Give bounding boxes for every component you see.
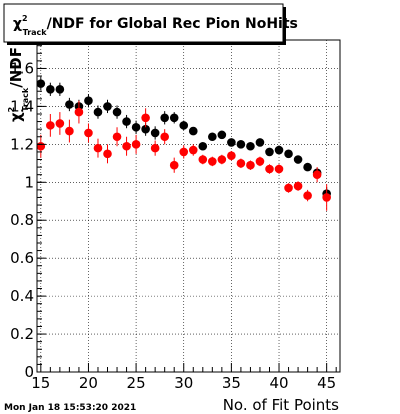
x-tick-label: 45 [317,374,336,392]
data-point [122,141,131,151]
data-point [293,181,303,191]
data-point [274,145,284,155]
timestamp: Mon Jan 18 15:53:20 2021 [4,403,136,413]
data-point [255,157,265,166]
data-point [274,164,284,174]
y-axis-label: χ2 Track/NDF [7,47,30,122]
x-tick-label: 20 [79,374,98,392]
x-tick-label: 25 [127,374,146,392]
data-point [255,138,265,147]
data-point [169,160,179,170]
data-point [141,113,150,123]
data-point [188,145,198,155]
x-tick-label: 40 [269,374,288,392]
title-subscript: Track [23,28,48,37]
data-point [160,132,169,142]
data-point [217,130,227,140]
data-point [227,151,236,161]
y-tick-label: 0.2 [10,325,34,343]
data-point [55,85,65,94]
data-point [227,138,236,147]
data-point [93,143,103,153]
data-point [284,183,293,193]
data-point [112,107,122,117]
data-point [65,126,74,136]
ylabel-text: /NDF [7,47,25,88]
data-point [65,100,74,109]
series-1 [36,76,331,201]
data-point [246,141,255,151]
y-tick-labels: 0 0.2 0.4 0.6 0.8 1 1.2 1.4 1.6 [10,59,34,381]
data-point [36,141,46,151]
data-point [169,113,179,123]
data-point [160,113,169,123]
data-point [198,141,208,151]
data-point [93,107,103,117]
data-point [265,164,274,174]
data-point [188,126,198,136]
y-tick-label: 1.2 [10,135,34,153]
data-point [236,159,246,168]
series-2 [36,100,331,211]
ylabel-chi: χ [7,112,25,122]
data-point [217,155,227,164]
x-tick-label: 30 [174,374,193,392]
ylabel-subscript: Track [21,87,30,112]
axis-ticks [37,45,337,373]
title-chi: χ [13,16,22,32]
x-tick-labels: 15 20 25 30 35 40 45 [31,374,336,392]
data-point [55,119,65,128]
data-point [265,147,274,157]
data-point [179,121,189,130]
data-point [84,128,93,138]
data-point [208,157,217,166]
data-point [179,147,189,157]
data-point [46,85,55,94]
data-point [141,124,150,134]
data-point [322,193,331,202]
title-text: /NDF for Global Rec Pion NoHits [47,16,298,32]
data-point [208,132,217,142]
x-tick-label: 15 [31,374,50,392]
x-tick-label: 35 [222,374,241,392]
y-tick-label: 0 [24,363,34,381]
chart-title: χ2 Track/NDF for Global Rec Pion NoHits [13,14,298,37]
data-point [284,149,293,159]
data-point [246,160,255,170]
data-point [103,149,112,159]
data-points [36,76,331,211]
y-tick-label: 0.8 [10,211,34,229]
data-point [236,140,246,149]
data-point [84,96,93,106]
data-point [293,155,303,164]
data-point [131,122,141,132]
data-point [303,191,312,200]
data-point [198,155,208,164]
y-tick-label: 1.6 [10,59,34,77]
title-frame [3,3,284,43]
data-point [74,107,84,117]
ylabel-superscript: 2 [7,107,16,113]
y-tick-label: 0.6 [10,249,34,267]
y-tick-label: 1 [24,173,34,191]
data-point [150,143,160,153]
data-point [150,128,160,138]
data-point [112,132,122,142]
data-point [312,170,322,179]
data-point [303,162,312,172]
y-tick-label: 0.4 [10,287,34,305]
data-point [131,140,141,149]
x-axis-label: No. of Fit Points [223,396,339,414]
data-point [103,102,112,111]
data-point [122,117,131,126]
y-tick-label: 1.4 [10,97,34,115]
data-point [46,121,55,130]
title-box: χ2 Track/NDF for Global Rec Pion NoHits [3,3,298,45]
title-superscript: 2 [22,14,28,23]
